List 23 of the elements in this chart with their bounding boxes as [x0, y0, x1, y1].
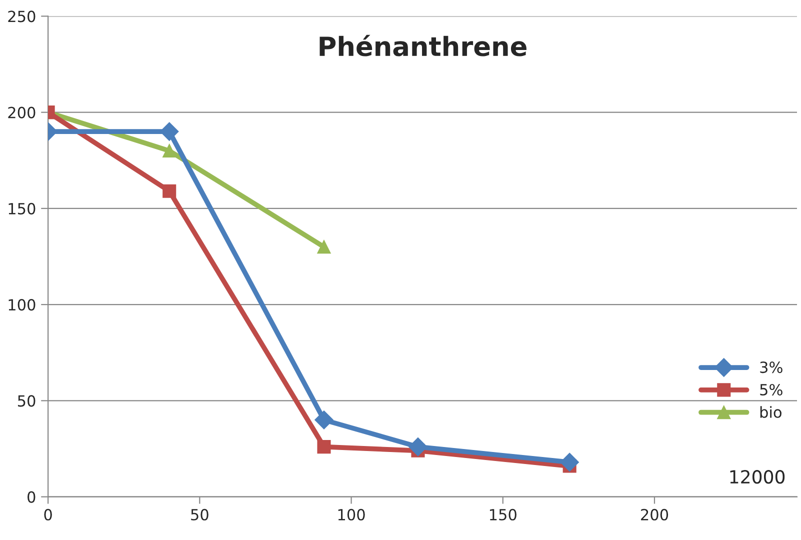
y-tick-label: 200	[8, 106, 36, 118]
point	[162, 184, 176, 198]
text: Phénanthrene	[320, 34, 526, 56]
x-tick-label: 0	[44, 508, 52, 520]
point	[314, 410, 334, 430]
annotation: 12000	[730, 470, 785, 484]
x-tick-label: 50	[191, 508, 208, 520]
x-tick-label: 200	[641, 508, 668, 520]
legend-label: 3%	[760, 362, 782, 374]
legend-label: bio	[760, 406, 782, 418]
point	[317, 240, 331, 254]
point	[560, 452, 579, 472]
y-tick-label: 100	[8, 299, 36, 311]
y-tick-label: 50	[18, 395, 36, 407]
point	[162, 144, 176, 158]
point	[408, 437, 428, 456]
x-tick-label: 100	[338, 508, 365, 520]
legend-label: 5%	[760, 384, 782, 396]
point	[317, 440, 331, 454]
y-tick-label: 250	[8, 10, 36, 22]
y-tick-label: 0	[28, 491, 36, 503]
y-tick-label: 150	[8, 202, 36, 214]
x-tick-label: 150	[490, 508, 516, 520]
